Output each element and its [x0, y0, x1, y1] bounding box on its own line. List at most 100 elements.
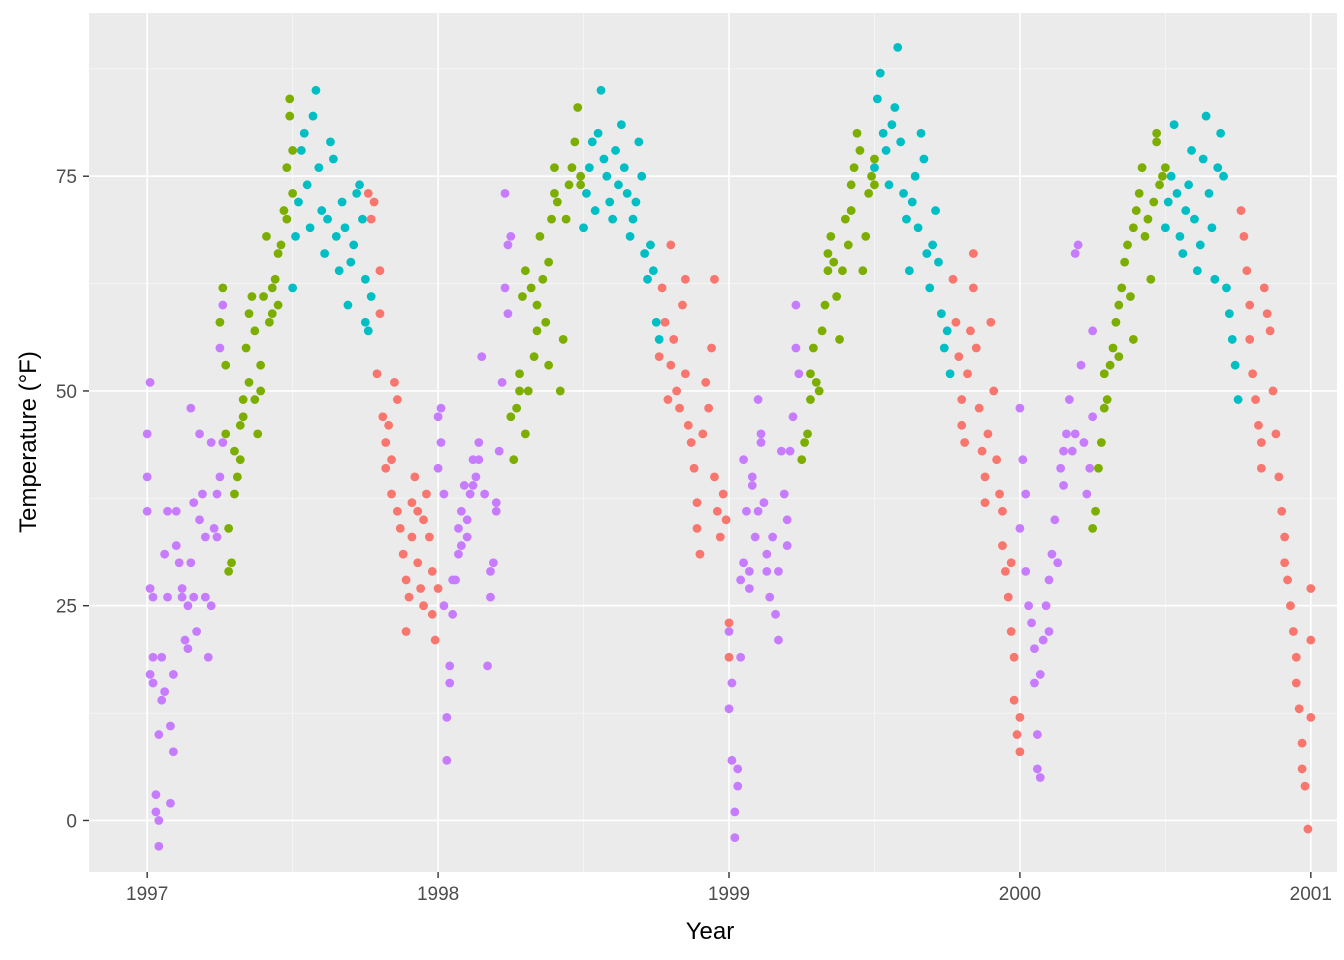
data-point [1265, 326, 1275, 336]
data-point [727, 755, 737, 765]
data-point [439, 489, 449, 499]
data-point [547, 214, 556, 224]
data-point [148, 652, 158, 662]
x-tick-label: 1998 [417, 884, 459, 905]
data-point [913, 223, 923, 233]
data-point [756, 429, 766, 439]
data-point [692, 498, 702, 508]
data-point [680, 274, 690, 284]
data-point [1140, 231, 1150, 241]
data-point [157, 695, 167, 705]
data-point [448, 609, 458, 619]
data-point [1035, 773, 1045, 782]
data-point [675, 403, 684, 413]
data-point [747, 472, 757, 482]
data-point [762, 549, 772, 559]
data-point [256, 386, 266, 396]
data-point [1050, 515, 1060, 525]
data-point [1000, 566, 1010, 576]
data-point [887, 120, 897, 130]
data-point [910, 171, 920, 181]
data-point [340, 223, 350, 233]
data-point [878, 128, 888, 138]
data-point [1009, 695, 1019, 705]
data-point [904, 266, 914, 276]
data-point [840, 214, 850, 224]
data-point [288, 188, 298, 198]
data-point [1149, 197, 1159, 207]
data-point [800, 438, 810, 447]
data-point [1248, 369, 1258, 379]
data-point [948, 274, 958, 284]
data-point [1219, 171, 1228, 181]
data-point [177, 584, 187, 593]
data-point [241, 343, 251, 353]
data-point [256, 360, 266, 370]
data-point [1108, 343, 1118, 353]
data-point [806, 395, 815, 404]
data-point [474, 455, 484, 465]
data-point [1015, 747, 1025, 757]
x-axis: 1997 1998 1999 2000 2001 [126, 872, 1332, 905]
data-point [445, 678, 455, 688]
data-point [145, 377, 155, 387]
data-point [899, 188, 908, 198]
data-point [1259, 283, 1269, 293]
data-point [456, 541, 466, 550]
data-point [221, 429, 231, 439]
data-point [1169, 120, 1179, 130]
data-point [462, 515, 472, 525]
data-point [1015, 403, 1025, 413]
data-point [576, 180, 586, 190]
data-point [872, 94, 882, 104]
data-point [1056, 463, 1066, 473]
data-point [235, 420, 245, 430]
data-point [1277, 506, 1287, 516]
data-point [1158, 171, 1167, 181]
data-point [1076, 360, 1086, 370]
data-point [166, 721, 175, 731]
data-point [774, 635, 783, 645]
data-point [270, 274, 280, 284]
data-point [724, 627, 734, 636]
data-point [250, 326, 260, 336]
data-point [1079, 438, 1089, 447]
data-point [1224, 309, 1234, 319]
data-point [710, 274, 719, 284]
data-point [1006, 627, 1016, 636]
data-point [366, 292, 376, 301]
data-point [695, 549, 705, 559]
data-point [375, 266, 385, 276]
data-point [803, 429, 812, 439]
data-point [142, 429, 152, 439]
data-point [622, 188, 632, 198]
data-point [456, 506, 466, 516]
data-point [1297, 764, 1307, 774]
data-point [1163, 197, 1173, 207]
data-point [171, 506, 181, 516]
data-point [488, 558, 498, 568]
data-point [654, 335, 664, 344]
data-point [989, 386, 999, 396]
data-point [427, 609, 437, 619]
data-point [416, 584, 426, 593]
data-point [573, 103, 583, 112]
data-point [390, 377, 399, 387]
data-point [355, 180, 364, 190]
data-point [980, 498, 990, 508]
data-point [247, 292, 257, 301]
data-point [1184, 180, 1194, 190]
data-point [637, 171, 647, 181]
data-point [651, 317, 661, 327]
data-point [1280, 558, 1290, 568]
data-point [881, 146, 891, 155]
data-point [433, 412, 443, 422]
data-point [570, 137, 580, 147]
x-tick-label: 2000 [999, 884, 1041, 905]
data-point [518, 292, 527, 301]
data-point [1201, 111, 1211, 121]
data-point [771, 609, 780, 619]
data-point [267, 309, 277, 319]
data-point [945, 369, 955, 379]
data-point [1126, 292, 1135, 301]
